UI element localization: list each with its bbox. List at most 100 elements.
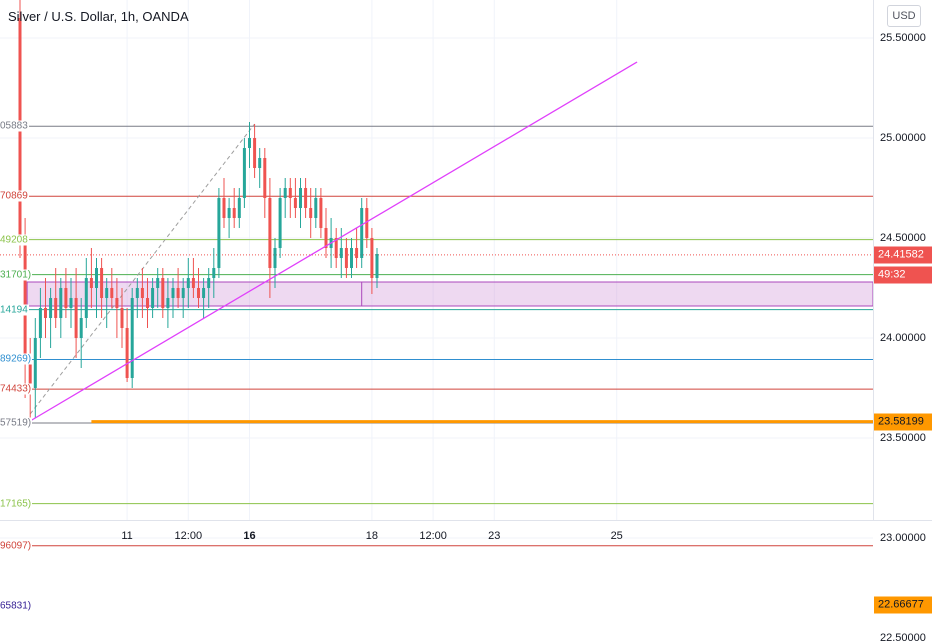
candle	[202, 278, 206, 318]
level-label: 74433)	[0, 383, 33, 395]
candle	[263, 148, 267, 218]
orange-level-tag: 23.58199	[874, 413, 932, 431]
candle	[100, 258, 104, 318]
candle	[79, 298, 83, 368]
candle	[365, 198, 369, 248]
candle-body	[125, 328, 129, 378]
candle-body	[191, 278, 195, 288]
candle-body	[339, 248, 343, 258]
candle-body	[314, 198, 318, 218]
price-tick-label: 23.50000	[880, 432, 926, 444]
candle-body	[309, 208, 313, 218]
candle-body	[130, 298, 134, 378]
candle	[309, 188, 313, 238]
candle-body	[360, 208, 364, 258]
time-tick-label: 25	[610, 530, 623, 542]
candle	[212, 248, 216, 298]
price-axis-separator	[873, 0, 874, 520]
candle-body	[120, 308, 124, 328]
candle	[191, 258, 195, 298]
candle	[355, 228, 359, 268]
currency-button[interactable]: USD	[887, 5, 921, 27]
candle	[135, 278, 139, 318]
candle	[248, 122, 251, 168]
candle	[304, 178, 308, 218]
candle	[89, 248, 93, 308]
candle	[324, 208, 328, 258]
candle	[95, 258, 98, 318]
candle	[49, 288, 53, 348]
candle	[171, 278, 175, 318]
candle	[84, 258, 88, 328]
candle	[28, 338, 32, 428]
price-tick-label: 25.00000	[880, 132, 926, 144]
candle-body	[222, 198, 226, 218]
candle-body	[33, 338, 37, 388]
candle	[339, 228, 343, 278]
candle-body	[375, 254, 379, 278]
countdown-tag: 49:32	[874, 266, 932, 284]
candle-body	[100, 268, 104, 298]
candle	[283, 178, 287, 218]
candle	[120, 288, 124, 348]
candle-body	[84, 278, 88, 318]
candle	[115, 278, 119, 338]
candle	[278, 188, 282, 258]
candle	[268, 178, 272, 298]
candle-body	[59, 288, 63, 318]
candle	[258, 148, 262, 188]
price-tick-label: 24.50000	[880, 232, 926, 244]
candle	[69, 278, 73, 328]
orange-level-tag: 22.66677	[874, 596, 932, 614]
candle-body	[105, 288, 109, 298]
trend-line	[24, 61, 638, 425]
candle-body	[288, 188, 292, 198]
candle-body	[79, 318, 83, 338]
candle	[334, 228, 338, 268]
level-label: 05883	[0, 120, 29, 132]
level-label: 89269)	[0, 353, 33, 365]
time-tick-label: 12:00	[174, 530, 203, 542]
candle-body	[49, 298, 53, 318]
candle-body	[212, 268, 216, 278]
time-axis-separator	[0, 520, 932, 521]
candle-body	[151, 288, 155, 308]
last-price-tag: 24.41582	[874, 246, 932, 264]
candle	[273, 238, 277, 288]
price-tick-label: 23.00000	[880, 532, 926, 544]
price-chart[interactable]	[0, 0, 932, 550]
time-tick-label: 23	[488, 530, 501, 542]
candle-body	[69, 298, 73, 308]
candle-body	[365, 208, 369, 238]
candle	[125, 308, 129, 382]
candle-body	[74, 298, 78, 338]
price-tick-label: 24.00000	[880, 332, 926, 344]
candle	[299, 178, 302, 228]
candle-body	[38, 308, 42, 338]
candle-body	[242, 148, 246, 198]
candle-body	[140, 288, 144, 298]
candle	[288, 178, 292, 218]
candle	[64, 268, 68, 318]
candle-body	[350, 248, 353, 268]
candle-body	[283, 188, 287, 198]
candle-body	[166, 298, 170, 308]
time-tick-label: 11	[121, 530, 133, 542]
candle	[186, 258, 190, 308]
candle-body	[344, 248, 348, 268]
chart-title: Silver / U.S. Dollar, 1h, OANDA	[8, 9, 189, 24]
candle-body	[227, 208, 231, 218]
candle	[232, 188, 236, 228]
candle-body	[115, 298, 119, 308]
candle	[156, 268, 160, 308]
candle-body	[181, 288, 185, 298]
candle	[181, 278, 185, 318]
candle	[227, 198, 231, 238]
candle-body	[146, 298, 149, 308]
level-label: 70869	[0, 190, 29, 202]
candle-body	[186, 278, 190, 288]
candle-body	[64, 288, 68, 308]
candle-body	[273, 248, 277, 268]
candle	[375, 248, 379, 288]
